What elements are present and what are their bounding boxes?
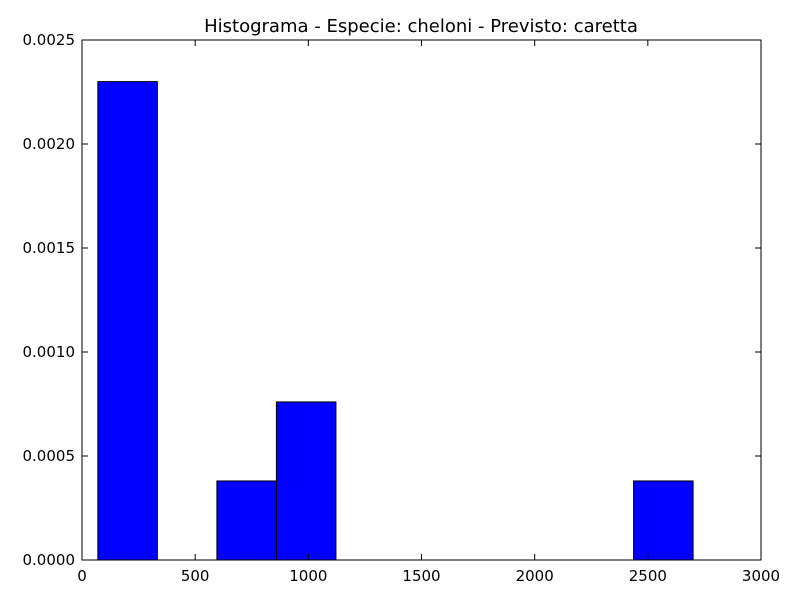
chart-title: Histograma - Especie: cheloni - Previsto… (204, 16, 638, 37)
bars-layer (97, 81, 694, 561)
x-tick-label-1: 500 (181, 567, 210, 585)
histogram-bar-2 (216, 480, 277, 561)
y-tick-label-5: 0.0025 (23, 31, 76, 49)
y-tick-label-1: 0.0005 (23, 447, 76, 465)
x-tick-label-3: 1500 (402, 567, 440, 585)
x-tick-label-2: 1000 (289, 567, 327, 585)
y-axis: 0.0000 0.0005 0.0010 0.0015 0.0020 0.0025 (23, 31, 761, 569)
histogram-bar-0 (97, 81, 158, 561)
y-tick-label-2: 0.0010 (23, 343, 76, 361)
histogram-bar-9 (633, 480, 694, 561)
histogram-bar-3 (275, 401, 337, 561)
y-tick-label-0: 0.0000 (23, 551, 76, 569)
x-tick-label-0: 0 (77, 567, 87, 585)
x-tick-label-5: 2500 (629, 567, 667, 585)
y-tick-label-4: 0.0020 (23, 135, 76, 153)
x-tick-label-4: 2000 (516, 567, 554, 585)
x-axis: 0 500 1000 1500 2000 2500 3000 (77, 40, 780, 585)
x-tick-label-6: 3000 (742, 567, 780, 585)
y-tick-label-3: 0.0015 (23, 239, 76, 257)
